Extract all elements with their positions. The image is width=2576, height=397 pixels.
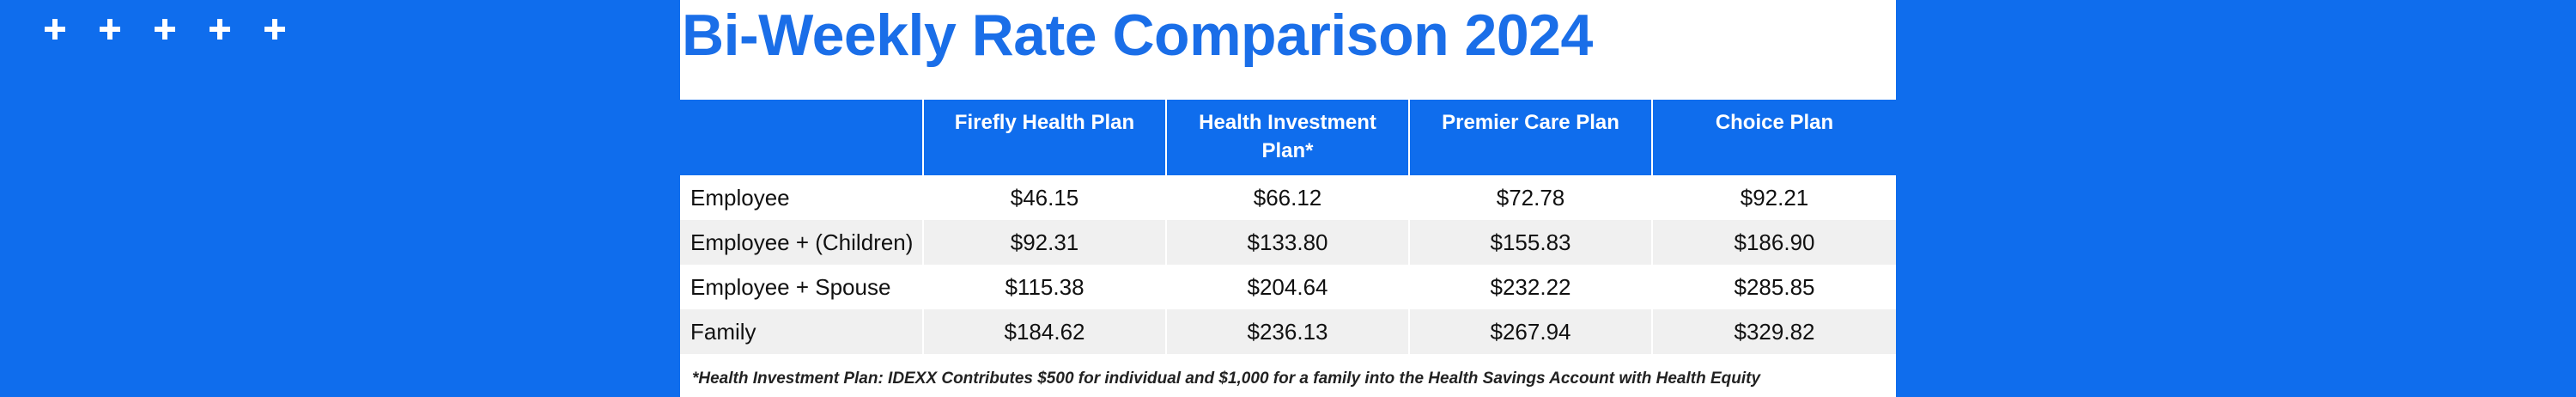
- decorative-plus-row: [43, 17, 287, 41]
- row-label: Employee + Spouse: [680, 265, 924, 309]
- footnote: *Health Investment Plan: IDEXX Contribut…: [692, 370, 1761, 388]
- rate-comparison-panel: Bi-Weekly Rate Comparison 2024 Firefly H…: [680, 0, 1896, 397]
- rate-cell: $186.90: [1652, 220, 1896, 265]
- table-header-row: Firefly Health Plan Health Investment Pl…: [680, 100, 1896, 175]
- header-cell-health-investment: Health Investment Plan*: [1166, 100, 1410, 175]
- rate-cell: $184.62: [923, 309, 1167, 354]
- plus-icon: [208, 17, 232, 41]
- rate-cell: $72.78: [1409, 175, 1653, 220]
- rate-cell: $329.82: [1652, 309, 1896, 354]
- rate-cell: $46.15: [923, 175, 1167, 220]
- rate-cell: $267.94: [1409, 309, 1653, 354]
- plus-icon: [263, 17, 287, 41]
- rate-cell: $232.22: [1409, 265, 1653, 309]
- row-label: Family: [680, 309, 924, 354]
- header-cell-premier-care: Premier Care Plan: [1409, 100, 1653, 175]
- rate-cell: $204.64: [1166, 265, 1410, 309]
- rate-cell: $66.12: [1166, 175, 1410, 220]
- row-label: Employee + (Children): [680, 220, 924, 265]
- plus-icon: [98, 17, 122, 41]
- rate-cell: $285.85: [1652, 265, 1896, 309]
- row-label: Employee: [680, 175, 924, 220]
- table-row: Family $184.62 $236.13 $267.94 $329.82: [680, 309, 1896, 354]
- rate-cell: $133.80: [1166, 220, 1410, 265]
- table-row: Employee + (Children) $92.31 $133.80 $15…: [680, 220, 1896, 265]
- rate-cell: $92.31: [923, 220, 1167, 265]
- rate-cell: $115.38: [923, 265, 1167, 309]
- table-row: Employee $46.15 $66.12 $72.78 $92.21: [680, 175, 1896, 220]
- plus-icon: [153, 17, 177, 41]
- rate-cell: $236.13: [1166, 309, 1410, 354]
- header-cell-tier: [680, 100, 924, 175]
- table-row: Employee + Spouse $115.38 $204.64 $232.2…: [680, 265, 1896, 309]
- header-cell-firefly: Firefly Health Plan: [923, 100, 1167, 175]
- rate-table: Firefly Health Plan Health Investment Pl…: [680, 100, 1896, 354]
- page-title: Bi-Weekly Rate Comparison 2024: [682, 3, 1593, 68]
- rate-cell: $155.83: [1409, 220, 1653, 265]
- header-cell-choice: Choice Plan: [1652, 100, 1896, 175]
- rate-cell: $92.21: [1652, 175, 1896, 220]
- plus-icon: [43, 17, 67, 41]
